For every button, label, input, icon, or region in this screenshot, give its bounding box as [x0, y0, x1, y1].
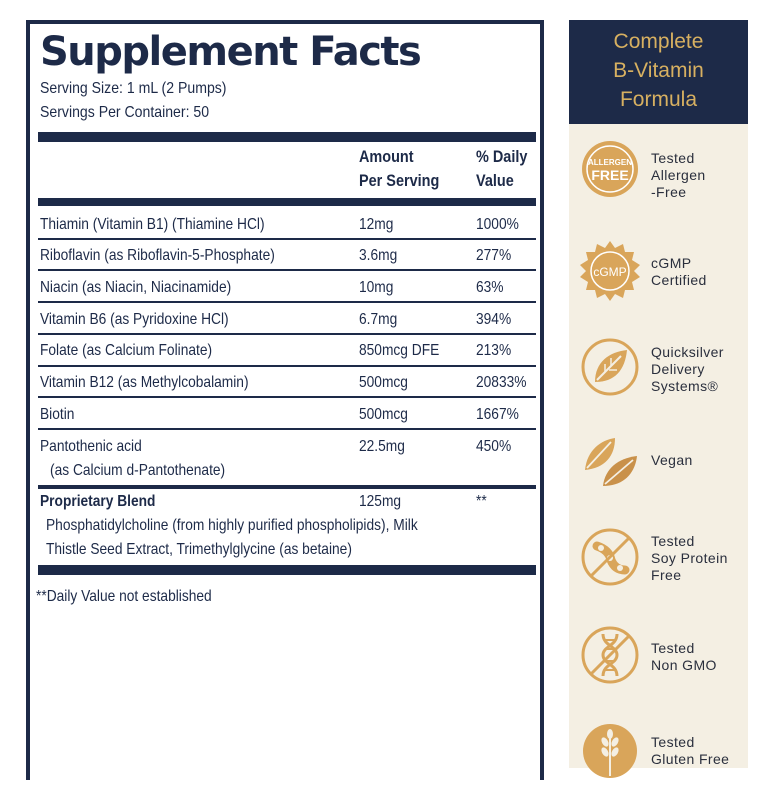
nutrient-dv: 63% [476, 279, 504, 296]
bottom-divider [38, 565, 536, 575]
nutrient-name: Vitamin B6 (as Pyridoxine HCl) [40, 311, 229, 328]
row-divider [38, 301, 536, 303]
row-divider [38, 269, 536, 271]
nutrient-name: Pantothenic acid [40, 438, 142, 455]
badge-quicksilver: Quicksilver Delivery Systems® [579, 336, 749, 402]
amount-header-line1: Amount [359, 147, 414, 166]
dv-header-line1: % Daily [476, 147, 528, 166]
nutrient-amount: 22.5mg [359, 438, 405, 455]
badge-label: Tested Allergen -Free [651, 150, 706, 200]
badge-label: Tested Soy Protein Free [651, 533, 728, 583]
nutrient-amount: 500mcg [359, 406, 408, 423]
allergen-icon-text: ALLERGEN [588, 158, 632, 167]
features-sidebar: Complete B-Vitamin Formula ALLERGEN FREE… [569, 20, 749, 778]
facts-title: Supplement Facts [40, 29, 422, 75]
servings-per-container: Servings Per Container: 50 [40, 104, 210, 121]
heading-line1: Complete [613, 30, 704, 53]
blend-name: Proprietary Blend [40, 493, 156, 510]
row-divider [38, 365, 536, 367]
nutrient-dv: 1667% [476, 406, 519, 423]
badge-label: Quicksilver Delivery Systems® [651, 344, 724, 394]
blend-dv: ** [476, 493, 487, 510]
badge-allergen-free: ALLERGEN FREE Tested Allergen -Free [579, 138, 749, 204]
nutrient-name: Vitamin B12 (as Methylcobalamin) [40, 374, 249, 391]
nutrient-name-line2: (as Calcium d-Pantothenate) [50, 462, 226, 479]
non-gmo-dna-icon [581, 626, 639, 684]
badge-cgmp: cGMP cGMP Certified [579, 240, 749, 306]
nutrient-dv: 20833% [476, 374, 527, 391]
nutrient-amount: 850mcg DFE [359, 342, 440, 359]
row-divider [38, 428, 536, 430]
supplement-facts-panel: Supplement Facts Serving Size: 1 mL (2 P… [26, 20, 544, 780]
nutrient-name: Thiamin (Vitamin B1) (Thiamine HCl) [40, 216, 265, 233]
nutrient-dv: 1000% [476, 216, 519, 233]
vegan-leaf-icon [585, 438, 637, 486]
free-icon-text: FREE [591, 167, 628, 183]
row-divider [38, 238, 536, 240]
serving-size: Serving Size: 1 mL (2 Pumps) [40, 80, 227, 97]
nutrient-name: Niacin (as Niacin, Niacinamide) [40, 279, 232, 296]
nutrient-amount: 12mg [359, 216, 394, 233]
row-divider [38, 333, 536, 335]
footnote: **Daily Value not established [36, 588, 212, 605]
nutrient-dv: 213% [476, 342, 512, 359]
badge-vegan: Vegan [579, 430, 749, 496]
thick-divider [38, 132, 536, 142]
nutrient-name: Riboflavin (as Riboflavin-5-Phosphate) [40, 247, 275, 264]
blend-ingredients-line1: Phosphatidylcholine (from highly purifie… [46, 517, 418, 534]
nutrient-name: Biotin [40, 406, 75, 423]
badge-non-gmo: Tested Non GMO [579, 624, 749, 690]
nutrient-name: Folate (as Calcium Folinate) [40, 342, 213, 359]
cgmp-seal-icon: cGMP [580, 241, 640, 301]
row-divider [38, 396, 536, 398]
badge-label: Tested Gluten Free [651, 734, 730, 767]
heading-line3: Formula [619, 88, 698, 111]
nutrient-amount: 6.7mg [359, 311, 398, 328]
soy-free-icon [581, 528, 639, 586]
nutrient-dv: 277% [476, 247, 512, 264]
gluten-free-wheat-icon [583, 724, 637, 778]
nutrient-amount: 3.6mg [359, 247, 398, 264]
quicksilver-leaf-icon [581, 338, 639, 396]
badge-gluten-free: Tested Gluten Free [579, 720, 749, 786]
formula-heading: Complete B-Vitamin Formula [569, 20, 748, 124]
badge-label: Tested Non GMO [651, 640, 717, 673]
badge-label: Vegan [651, 452, 693, 468]
cgmp-icon-text: cGMP [593, 265, 626, 279]
nutrient-dv: 450% [476, 438, 512, 455]
nutrient-dv: 394% [476, 311, 512, 328]
allergen-free-icon: ALLERGEN FREE [582, 141, 638, 197]
badge-soy-free: Tested Soy Protein Free [579, 526, 749, 592]
nutrient-amount: 10mg [359, 279, 394, 296]
header-divider [38, 198, 536, 206]
heading-line2: B-Vitamin [613, 59, 704, 82]
dv-header-line2: Value [476, 171, 514, 190]
nutrient-amount: 500mcg [359, 374, 408, 391]
blend-ingredients-line2: Thistle Seed Extract, Trimethylglycine (… [46, 541, 352, 558]
amount-header-line2: Per Serving [359, 171, 440, 190]
badge-label: cGMP Certified [651, 255, 707, 288]
blend-amount: 125mg [359, 493, 402, 510]
blend-divider [38, 485, 536, 489]
